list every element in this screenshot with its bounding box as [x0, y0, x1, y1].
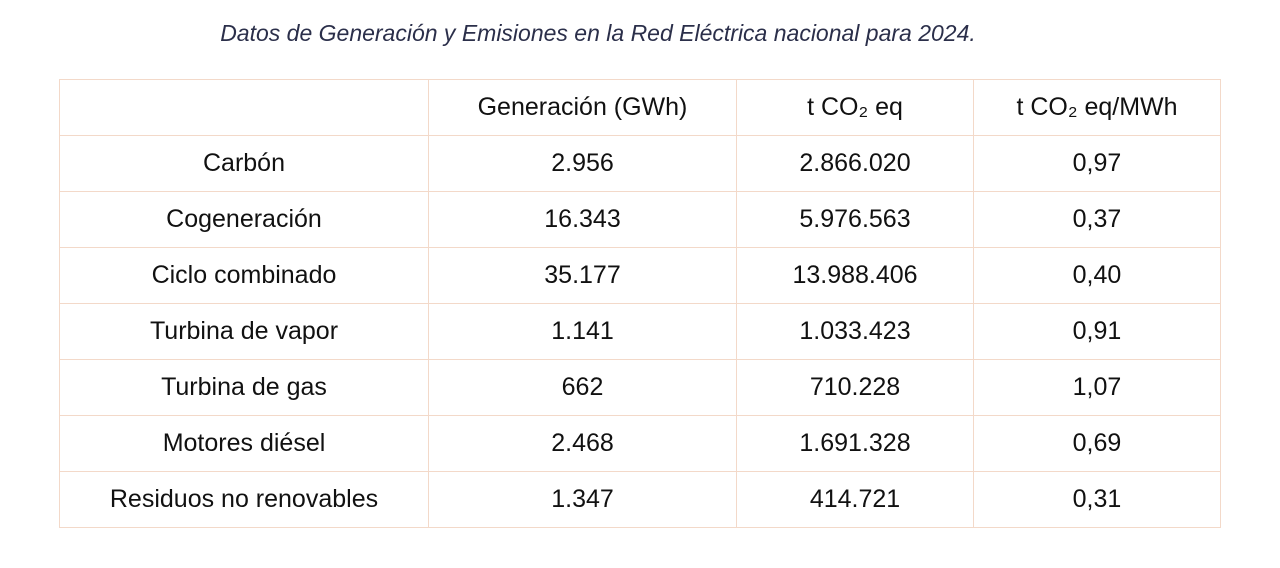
factor-cell: 1,07: [973, 359, 1221, 416]
table-row: Carbón 2.956 2.866.020 0,97: [59, 135, 1221, 192]
table-caption: Datos de Generación y Emisiones en la Re…: [220, 20, 976, 46]
table-row: Turbina de gas 662 710.228 1,07: [59, 359, 1221, 416]
row-label: Turbina de gas: [59, 359, 429, 416]
generation-emissions-table: Generación (GWh) t CO₂ eq t CO₂ eq/MWh C…: [59, 79, 1221, 528]
row-label: Carbón: [59, 135, 429, 192]
factor-cell: 0,37: [973, 191, 1221, 248]
generacion-cell: 1.141: [428, 303, 737, 360]
emisiones-cell: 414.721: [736, 471, 974, 528]
table-row: Ciclo combinado 35.177 13.988.406 0,40: [59, 247, 1221, 304]
header-emisiones: t CO₂ eq: [736, 79, 974, 136]
row-label: Motores diésel: [59, 415, 429, 472]
table-row: Turbina de vapor 1.141 1.033.423 0,91: [59, 303, 1221, 360]
table-header-row: Generación (GWh) t CO₂ eq t CO₂ eq/MWh: [59, 79, 1221, 136]
generacion-cell: 662: [428, 359, 737, 416]
generacion-cell: 16.343: [428, 191, 737, 248]
emisiones-cell: 5.976.563: [736, 191, 974, 248]
header-factor: t CO₂ eq/MWh: [973, 79, 1221, 136]
header-corner-cell: [59, 79, 429, 136]
emisiones-cell: 1.033.423: [736, 303, 974, 360]
factor-cell: 0,69: [973, 415, 1221, 472]
factor-cell: 0,40: [973, 247, 1221, 304]
generacion-cell: 1.347: [428, 471, 737, 528]
table-row: Motores diésel 2.468 1.691.328 0,69: [59, 415, 1221, 472]
emisiones-cell: 710.228: [736, 359, 974, 416]
emisiones-cell: 1.691.328: [736, 415, 974, 472]
row-label: Residuos no renovables: [59, 471, 429, 528]
emisiones-cell: 2.866.020: [736, 135, 974, 192]
generacion-cell: 2.468: [428, 415, 737, 472]
factor-cell: 0,97: [973, 135, 1221, 192]
row-label: Ciclo combinado: [59, 247, 429, 304]
row-label: Cogeneración: [59, 191, 429, 248]
row-label: Turbina de vapor: [59, 303, 429, 360]
generacion-cell: 2.956: [428, 135, 737, 192]
table-row: Residuos no renovables 1.347 414.721 0,3…: [59, 471, 1221, 528]
emisiones-cell: 13.988.406: [736, 247, 974, 304]
generacion-cell: 35.177: [428, 247, 737, 304]
factor-cell: 0,31: [973, 471, 1221, 528]
table-row: Cogeneración 16.343 5.976.563 0,37: [59, 191, 1221, 248]
header-generacion: Generación (GWh): [428, 79, 737, 136]
factor-cell: 0,91: [973, 303, 1221, 360]
